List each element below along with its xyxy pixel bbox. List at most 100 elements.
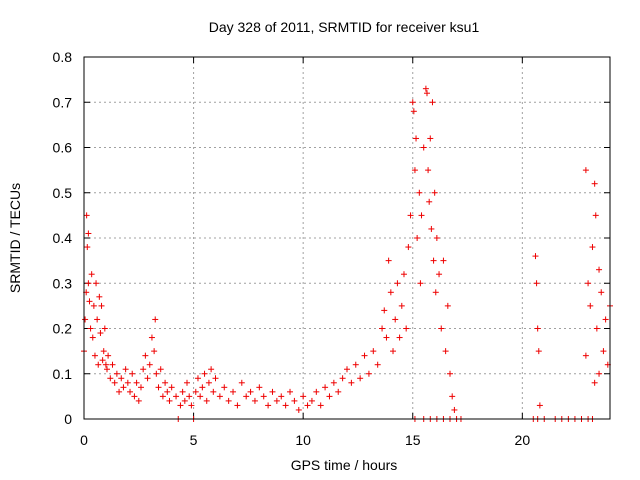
plot-frame bbox=[83, 56, 611, 420]
axis-ticks: 0 5 10 15 20 0 0.1 0.2 0.3 0.4 0.5 0.6 0.7 0.8 bbox=[53, 49, 610, 448]
data-point bbox=[392, 316, 399, 323]
data-point bbox=[157, 366, 164, 373]
x-tick-label: 0 bbox=[80, 432, 88, 448]
data-point bbox=[596, 266, 603, 273]
data-point bbox=[90, 302, 97, 309]
data-point bbox=[234, 402, 241, 409]
data-point bbox=[396, 334, 403, 341]
data-point bbox=[536, 402, 543, 409]
data-point bbox=[582, 352, 589, 359]
data-point bbox=[295, 406, 302, 413]
data-point bbox=[432, 289, 439, 296]
data-point bbox=[444, 302, 451, 309]
data-point bbox=[135, 397, 142, 404]
data-point bbox=[409, 99, 416, 106]
data-point bbox=[260, 393, 267, 400]
data-point bbox=[416, 189, 423, 196]
data-point bbox=[282, 402, 289, 409]
data-point bbox=[265, 402, 272, 409]
data-point bbox=[383, 334, 390, 341]
data-point bbox=[374, 361, 381, 368]
data-point bbox=[420, 144, 427, 151]
data-point bbox=[109, 361, 116, 368]
x-tick-label: 20 bbox=[515, 432, 531, 448]
data-point bbox=[379, 325, 386, 332]
data-point bbox=[194, 375, 201, 382]
data-point bbox=[533, 280, 540, 287]
data-point bbox=[107, 375, 114, 382]
data-point bbox=[88, 271, 95, 278]
data-point bbox=[335, 388, 342, 395]
data-point bbox=[210, 388, 217, 395]
data-point bbox=[304, 402, 311, 409]
data-point bbox=[436, 271, 443, 278]
data-point bbox=[238, 379, 245, 386]
data-point bbox=[600, 348, 607, 355]
y-tick-label: 0.2 bbox=[53, 321, 73, 337]
data-point bbox=[199, 384, 206, 391]
data-point bbox=[124, 379, 131, 386]
data-point bbox=[93, 280, 100, 287]
data-point bbox=[151, 348, 158, 355]
data-point bbox=[423, 90, 430, 97]
data-point bbox=[133, 379, 140, 386]
data-point bbox=[181, 397, 188, 404]
data-point bbox=[405, 244, 412, 251]
data-point bbox=[417, 280, 424, 287]
data-point bbox=[326, 393, 333, 400]
data-point bbox=[243, 393, 250, 400]
chart-title: Day 328 of 2011, SRMTID for receiver ksu… bbox=[209, 19, 480, 35]
data-point bbox=[593, 325, 600, 332]
data-point bbox=[225, 397, 232, 404]
data-point bbox=[447, 370, 454, 377]
data-point bbox=[585, 280, 592, 287]
data-point bbox=[216, 393, 223, 400]
data-point bbox=[361, 352, 368, 359]
data-point bbox=[308, 397, 315, 404]
data-point bbox=[177, 402, 184, 409]
data-point bbox=[84, 244, 91, 251]
data-point bbox=[344, 366, 350, 373]
data-point bbox=[587, 302, 594, 309]
data-point bbox=[168, 384, 175, 391]
data-point bbox=[273, 397, 280, 404]
data-point bbox=[348, 379, 355, 386]
data-point bbox=[427, 135, 434, 142]
data-point bbox=[95, 361, 102, 368]
data-point bbox=[433, 235, 440, 241]
data-point bbox=[357, 375, 364, 382]
data-point bbox=[425, 167, 432, 174]
x-tick-label: 5 bbox=[190, 432, 198, 448]
data-point bbox=[179, 388, 186, 395]
data-point bbox=[418, 212, 425, 219]
data-point bbox=[582, 167, 589, 174]
data-point bbox=[129, 370, 136, 377]
data-point bbox=[247, 388, 254, 395]
data-point bbox=[197, 393, 204, 400]
data-point bbox=[127, 388, 134, 395]
data-point bbox=[300, 393, 307, 400]
data-point bbox=[101, 325, 108, 332]
data-point bbox=[251, 397, 258, 404]
data-point bbox=[162, 379, 169, 386]
data-point bbox=[256, 384, 263, 391]
data-point bbox=[86, 298, 93, 305]
data-point bbox=[532, 253, 539, 260]
data-point bbox=[221, 384, 228, 391]
data-point bbox=[184, 379, 191, 386]
data-point bbox=[82, 316, 89, 323]
y-tick-label: 0.6 bbox=[53, 140, 73, 156]
data-point bbox=[413, 135, 420, 142]
data-point bbox=[104, 366, 111, 373]
y-tick-label: 0.1 bbox=[53, 366, 73, 382]
data-point bbox=[385, 257, 392, 264]
data-point bbox=[83, 212, 90, 219]
data-point bbox=[118, 375, 125, 382]
data-point bbox=[352, 361, 359, 368]
y-tick-label: 0.8 bbox=[53, 49, 73, 65]
data-point bbox=[140, 366, 147, 373]
data-point bbox=[203, 397, 210, 404]
data-point bbox=[186, 393, 193, 400]
data-point bbox=[85, 280, 92, 287]
